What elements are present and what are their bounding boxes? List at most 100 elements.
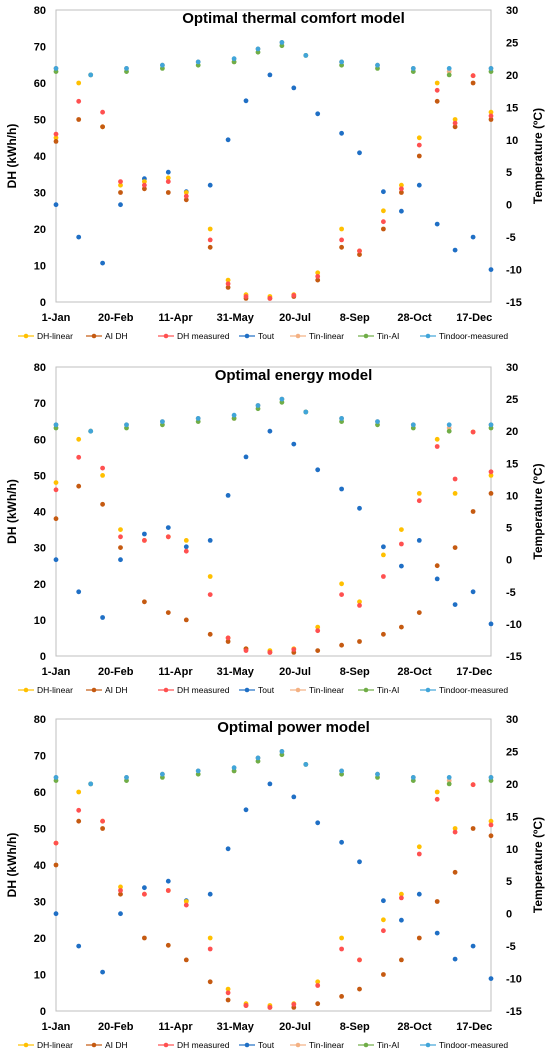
data-point (100, 109, 105, 115)
data-point (434, 563, 440, 569)
legend-marker (244, 687, 250, 693)
y2-tick-label: 20 (506, 70, 518, 82)
data-point (267, 72, 273, 78)
x-tick-label: 20-Feb (98, 312, 134, 324)
y-tick-label: 20 (34, 933, 46, 945)
legend-marker (295, 1042, 301, 1048)
data-point (339, 226, 344, 232)
y-tick-label: 50 (34, 824, 46, 836)
data-point (142, 935, 147, 941)
data-point (118, 182, 123, 188)
data-point (381, 972, 386, 977)
legend-label: DH-linear (37, 685, 73, 695)
data-point (225, 137, 231, 143)
data-point (452, 120, 458, 126)
y-tick-label: 10 (34, 615, 46, 627)
chart-panel-3: Optimal power model01020304050607080-15-… (5, 714, 545, 1050)
y-tick-label: 40 (34, 507, 46, 519)
data-point (399, 895, 404, 901)
x-tick-label: 1-Jan (42, 1021, 71, 1033)
data-point (100, 826, 105, 831)
y2-tick-label: -10 (506, 265, 522, 277)
y-tick-label: 60 (34, 78, 46, 90)
data-point (267, 428, 273, 434)
data-point (416, 851, 422, 857)
data-point (446, 66, 452, 71)
y2-tick-label: 15 (506, 458, 518, 470)
data-point (452, 545, 458, 550)
data-point (357, 599, 362, 605)
data-point (225, 493, 231, 498)
y-tick-label: 0 (40, 297, 46, 309)
y-tick-label: 60 (34, 434, 46, 446)
data-point (118, 190, 123, 195)
legend-marker (363, 1042, 369, 1048)
y2-tick-label: 0 (506, 909, 512, 921)
y-tick-label: 70 (34, 751, 46, 763)
y2-tick-label: 10 (506, 135, 518, 147)
plot-frame (55, 366, 492, 657)
data-point (100, 260, 105, 266)
data-point (339, 237, 344, 243)
x-tick-label: 28-Oct (397, 1021, 432, 1033)
y2-tick-label: 20 (506, 779, 518, 791)
data-point (118, 557, 123, 563)
y-tick-label: 50 (34, 470, 46, 482)
data-point (231, 56, 237, 62)
data-point (399, 527, 404, 532)
y2-tick-label: 10 (506, 844, 518, 856)
y2-tick-label: 5 (506, 876, 512, 888)
data-point (470, 509, 476, 514)
data-point (118, 179, 123, 185)
data-point (303, 762, 309, 767)
data-point (53, 202, 59, 208)
legend-marker (295, 333, 301, 339)
data-point (165, 942, 171, 948)
data-point (76, 436, 82, 442)
data-point (291, 441, 297, 447)
data-point (381, 574, 386, 579)
y-tick-label: 40 (34, 151, 46, 163)
data-point (53, 840, 59, 846)
legend-label: Tin-linear (309, 1040, 344, 1050)
data-point (452, 829, 458, 835)
y2-axis-label: Temperature (ºC) (531, 817, 545, 913)
y2-tick-label: 5 (506, 167, 512, 179)
y-tick-label: 80 (34, 5, 46, 17)
data-point (315, 983, 321, 988)
legend-marker (91, 1042, 97, 1048)
data-point (279, 43, 285, 49)
y2-tick-label: 25 (506, 394, 518, 406)
data-point (100, 969, 105, 975)
data-point (225, 990, 231, 996)
data-point (118, 891, 123, 897)
data-point (53, 139, 59, 144)
legend-marker (91, 333, 97, 339)
legend-marker (295, 687, 301, 693)
data-point (416, 142, 422, 148)
series-ai-dh (53, 483, 494, 655)
data-point (225, 639, 231, 644)
x-tick-label: 17-Dec (456, 666, 492, 678)
legend-label: Tindoor-measured (439, 331, 508, 341)
series-tin-linear (53, 40, 494, 78)
data-point (76, 818, 82, 824)
data-point (410, 775, 416, 780)
data-point (339, 642, 344, 648)
data-point (267, 650, 273, 655)
data-point (434, 80, 440, 86)
x-tick-label: 20-Feb (98, 666, 134, 678)
data-point (76, 483, 82, 489)
data-point (452, 247, 458, 253)
plot-frame (55, 718, 492, 1012)
x-tick-label: 31-May (217, 312, 255, 324)
data-point (100, 473, 105, 478)
data-point (225, 285, 231, 290)
data-point (381, 219, 386, 225)
legend-label: AI DH (105, 685, 128, 695)
legend-label: DH-linear (37, 331, 73, 341)
legend-label: Tout (258, 1040, 275, 1050)
data-point (118, 202, 123, 208)
data-point (225, 997, 231, 1003)
x-tick-label: 28-Oct (397, 312, 432, 324)
